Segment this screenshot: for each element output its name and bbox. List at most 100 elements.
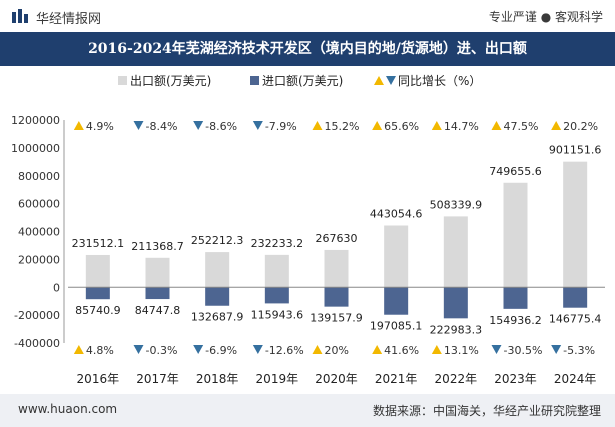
import-growth-down-icon	[193, 345, 204, 354]
import-value-label: 197085.1	[370, 320, 423, 333]
x-tick-label: 2022年	[435, 372, 478, 386]
export-growth-up-icon	[551, 121, 562, 130]
x-tick-label: 2018年	[196, 372, 239, 386]
export-growth-up-icon	[491, 121, 502, 130]
legend-label-import: 进口额(万美元)	[262, 74, 343, 88]
export-growth-down-icon	[133, 121, 144, 130]
legend-label-export: 出口额(万美元)	[130, 74, 211, 88]
import-value-label: 146775.4	[549, 313, 602, 326]
import-bar	[443, 287, 468, 319]
title-bar: 2016-2024年芜湖经济技术开发区（境内目的地/货源地）进、出口额	[0, 32, 615, 66]
x-tick-label: 2020年	[315, 372, 358, 386]
import-growth-label: 4.8%	[86, 344, 114, 357]
export-value-label: 749655.6	[489, 165, 542, 178]
import-growth-label: 41.6%	[384, 344, 419, 357]
export-growth-label: 14.7%	[444, 120, 479, 133]
export-growth-label: 20.2%	[563, 120, 598, 133]
top-bar: 华经情报网 专业严谨 ● 客观科学	[0, 0, 615, 32]
export-bar	[205, 252, 230, 288]
import-value-label: 139157.9	[310, 312, 363, 325]
x-tick-label: 2023年	[494, 372, 537, 386]
import-bar	[384, 287, 409, 315]
import-value-label: 154936.2	[489, 314, 542, 327]
import-value-label: 115943.6	[251, 308, 304, 321]
export-growth-label: -8.6%	[205, 120, 237, 133]
x-tick-label: 2024年	[554, 372, 597, 386]
export-value-label: 267630	[316, 232, 358, 245]
export-value-label: 211368.7	[131, 240, 184, 253]
y-tick-label: 400000	[18, 226, 60, 239]
x-tick-label: 2019年	[256, 372, 299, 386]
export-bar	[503, 182, 528, 288]
export-value-label: 232233.2	[251, 237, 304, 250]
import-bar	[264, 287, 289, 304]
export-growth-label: -7.9%	[265, 120, 297, 133]
import-growth-up-icon	[431, 345, 442, 354]
export-growth-label: 4.9%	[86, 120, 114, 133]
chart-area: 出口额(万美元) 进口额(万美元) 同比增长（%） 1200000 1000000 800…	[11, 74, 605, 386]
x-tick-label: 2016年	[77, 372, 120, 386]
x-tick-label: 2017年	[136, 372, 179, 386]
import-growth-label: -12.6%	[265, 344, 304, 357]
footer: www.huaon.com 数据来源：中国海关，华经产业研究院整理	[0, 394, 615, 427]
import-growth-label: -5.3%	[563, 344, 595, 357]
export-growth-up-icon	[372, 121, 383, 130]
legend-swatch-export	[118, 76, 127, 85]
y-tick-label: -200000	[14, 309, 60, 322]
export-bar	[443, 216, 468, 288]
export-bar	[85, 254, 110, 288]
import-bar	[503, 287, 528, 309]
y-tick-label: -400000	[14, 337, 60, 350]
import-growth-label: -30.5%	[504, 344, 543, 357]
import-bar	[85, 287, 110, 300]
brand-name: 华经情报网	[36, 12, 102, 27]
import-growth-label: 13.1%	[444, 344, 479, 357]
import-bar	[563, 287, 588, 308]
export-bar	[145, 257, 170, 288]
x-tick-label: 2021年	[375, 372, 418, 386]
import-growth-label: -6.9%	[205, 344, 237, 357]
import-growth-label: -0.3%	[146, 344, 178, 357]
y-tick-label: 1000000	[11, 142, 60, 155]
legend-growth-down-icon	[386, 76, 396, 85]
export-growth-label: -8.4%	[146, 120, 178, 133]
y-tick-label: 800000	[18, 170, 60, 183]
export-bar	[324, 249, 349, 288]
export-value-label: 252212.3	[191, 234, 244, 247]
export-bar	[563, 161, 588, 288]
legend-swatch-import	[250, 76, 259, 85]
import-bar	[324, 287, 349, 307]
export-bar	[264, 254, 289, 288]
export-growth-label: 47.5%	[504, 120, 539, 133]
export-value-label: 231512.1	[72, 237, 125, 250]
y-tick-label: 600000	[18, 198, 60, 211]
import-bar	[145, 287, 170, 300]
import-value-label: 222983.3	[430, 323, 483, 336]
legend-label-growth: 同比增长（%）	[398, 74, 481, 88]
tagline: 专业严谨 ● 客观科学	[488, 10, 603, 24]
import-value-label: 132687.9	[191, 311, 244, 324]
import-value-label: 84747.8	[135, 304, 181, 317]
website-link[interactable]: www.huaon.com	[18, 402, 118, 416]
export-value-label: 508339.9	[430, 198, 483, 211]
import-growth-up-icon	[372, 345, 383, 354]
import-bar	[205, 287, 230, 306]
export-growth-up-icon	[73, 121, 84, 130]
import-growth-down-icon	[133, 345, 144, 354]
logo-icon	[12, 9, 28, 23]
import-growth-down-icon	[491, 345, 502, 354]
export-value-label: 901151.6	[549, 144, 602, 157]
legend-growth-up-icon	[374, 76, 384, 85]
export-growth-down-icon	[252, 121, 263, 130]
import-value-label: 85740.9	[75, 304, 121, 317]
import-growth-down-icon	[252, 345, 263, 354]
import-growth-label: 20%	[325, 344, 349, 357]
export-growth-label: 65.6%	[384, 120, 419, 133]
export-growth-label: 15.2%	[325, 120, 360, 133]
y-tick-label: 0	[53, 281, 60, 294]
import-growth-down-icon	[551, 345, 562, 354]
export-growth-up-icon	[431, 121, 442, 130]
export-growth-down-icon	[193, 121, 204, 130]
data-source: 数据来源：中国海关，华经产业研究院整理	[372, 404, 601, 418]
export-value-label: 443054.6	[370, 207, 423, 220]
